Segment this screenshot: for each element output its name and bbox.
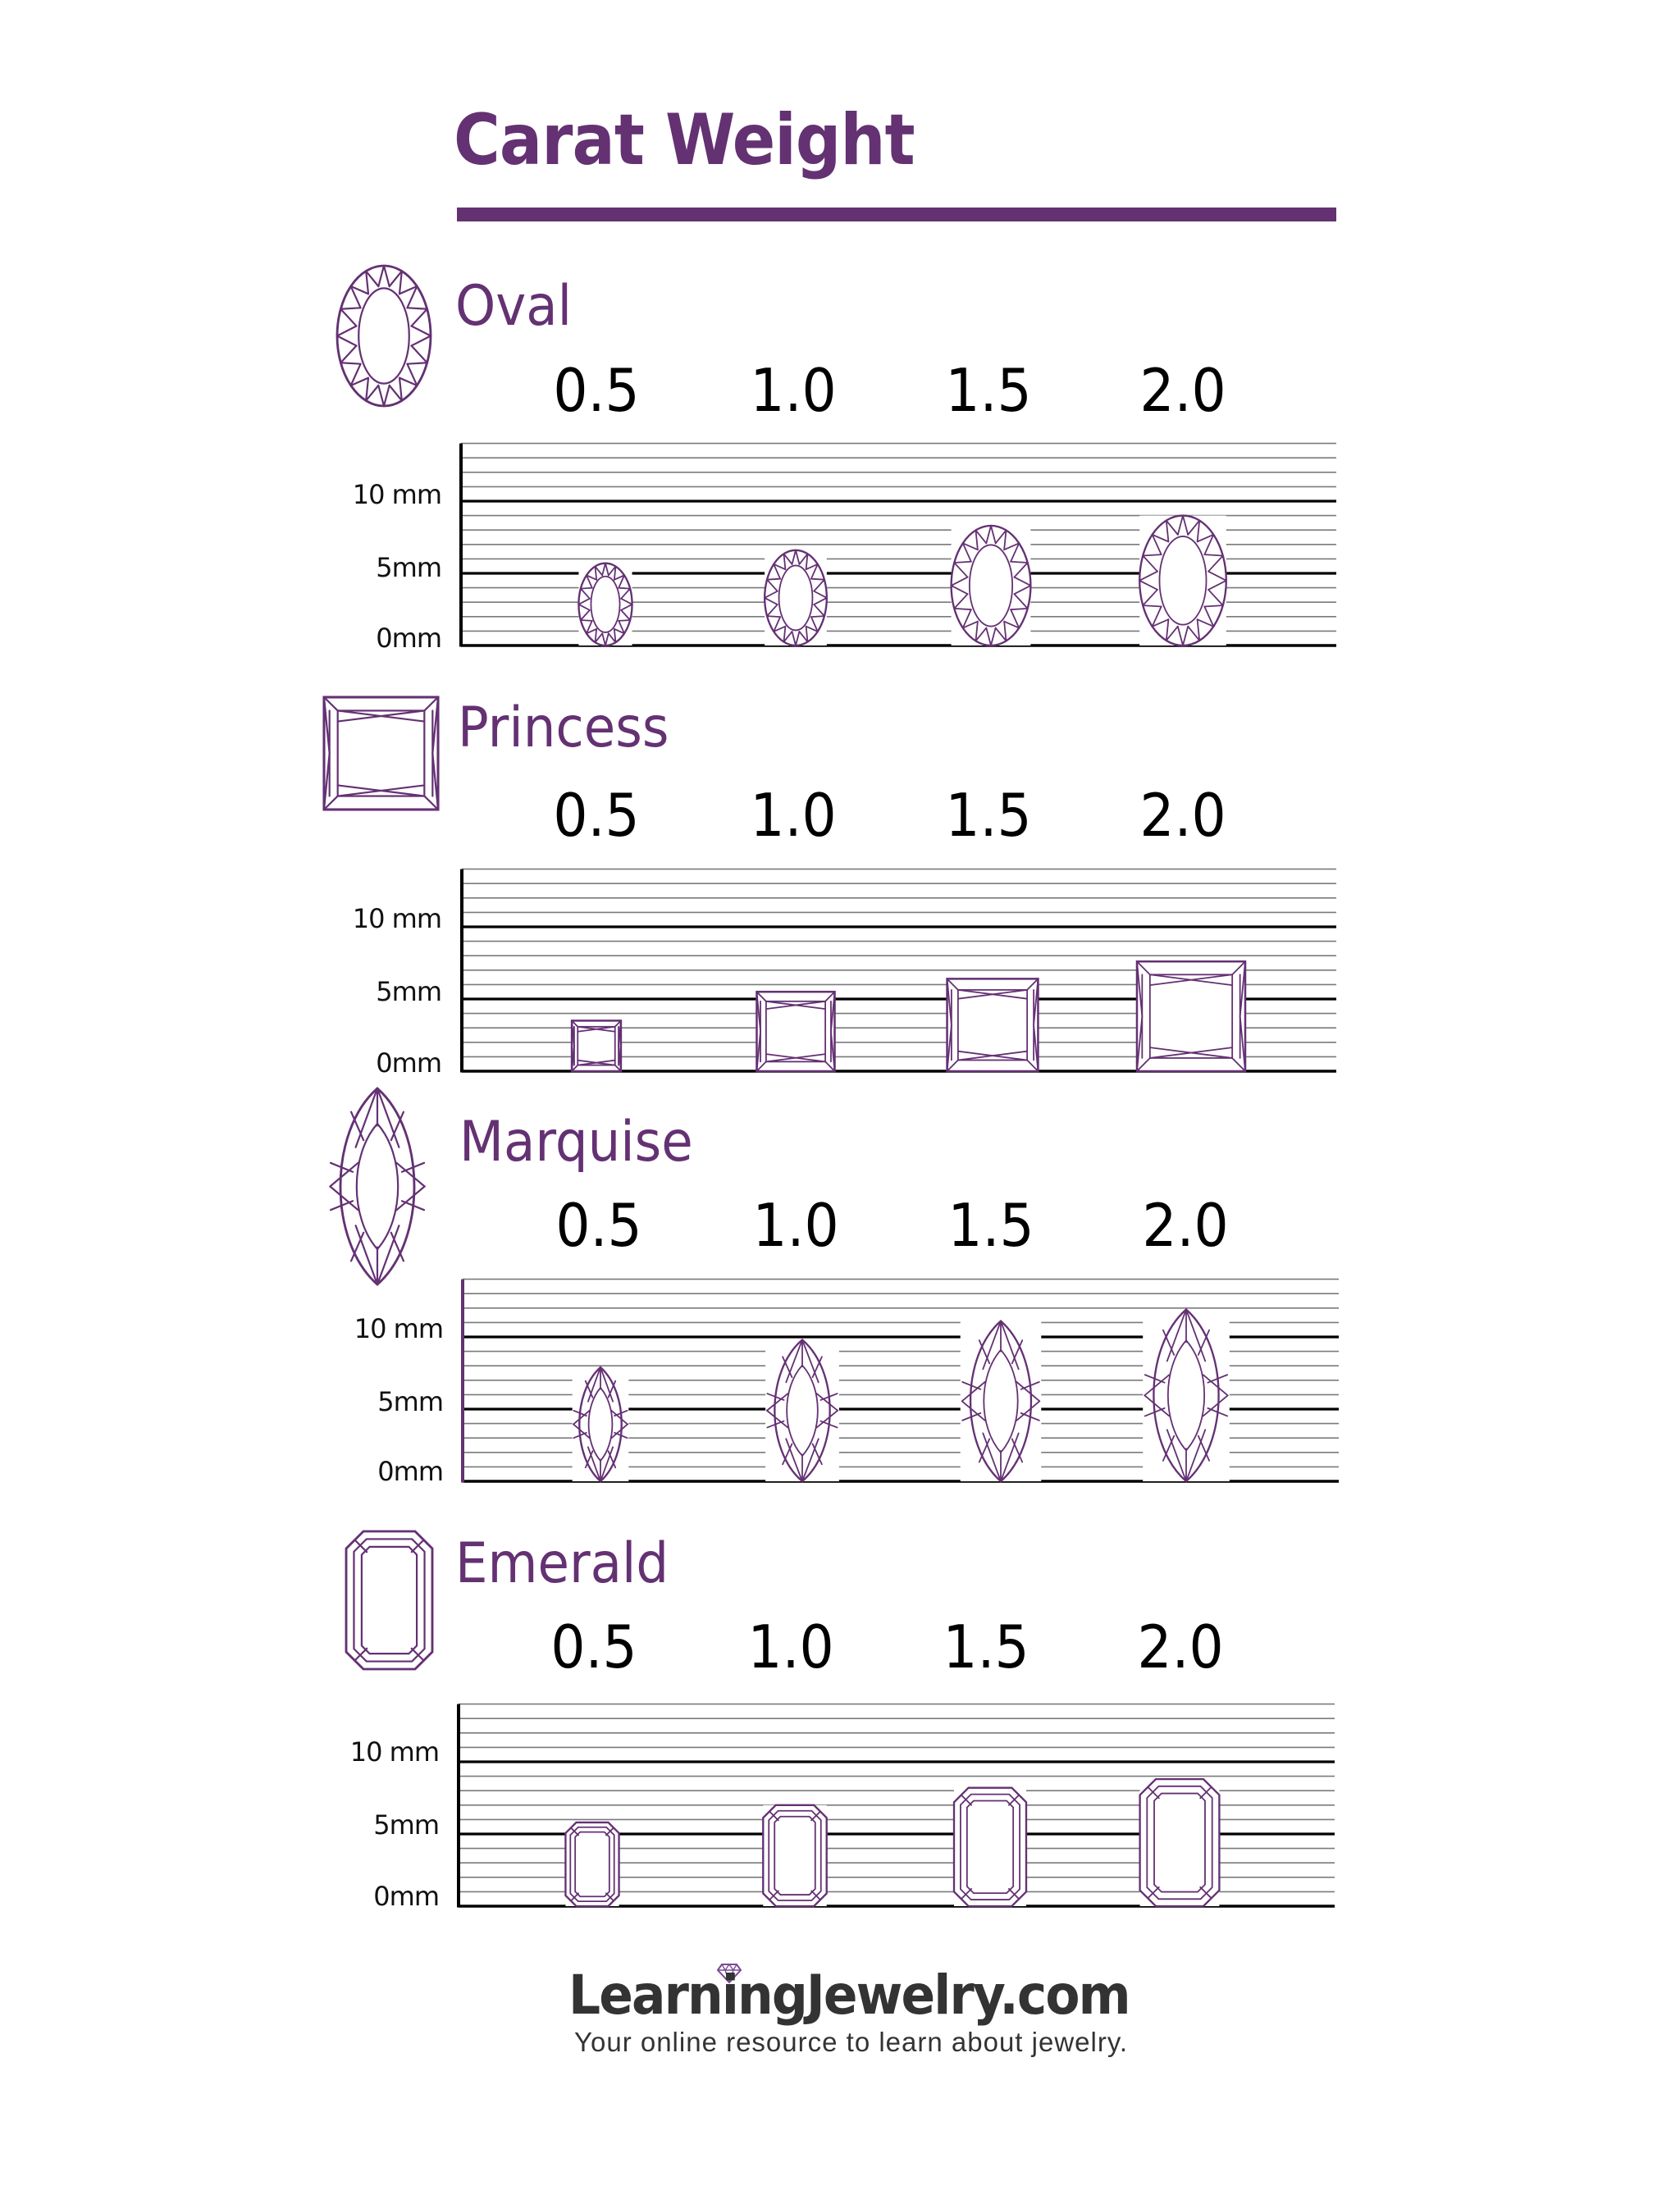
carat-label-1-0: 1.0 <box>752 1191 839 1260</box>
axis-label-0mm: 0mm <box>377 1456 444 1487</box>
axis-label-10mm: 10 mm <box>352 479 442 510</box>
gem-marquise-1.5 <box>960 1320 1042 1483</box>
oval-gem-icon <box>336 264 432 408</box>
carat-label-0-5: 0.5 <box>553 781 640 850</box>
gem-emerald-2.0 <box>1139 1777 1221 1908</box>
carat-label-0-5: 0.5 <box>550 1613 637 1681</box>
section-title-princess: Princess <box>458 696 669 760</box>
gem-oval-0.5 <box>578 562 633 647</box>
axis-label-0mm: 0mm <box>376 1047 442 1079</box>
gem-emerald-1.0 <box>762 1804 828 1908</box>
gem-princess-0.5 <box>570 1020 623 1073</box>
carat-label-1-5: 1.5 <box>945 356 1032 425</box>
axis-label-10mm: 10 mm <box>349 1736 440 1768</box>
gem-princess-2.0 <box>1135 960 1247 1073</box>
gem-marquise-2.0 <box>1143 1308 1230 1483</box>
carat-label-2-0: 2.0 <box>1137 1613 1224 1681</box>
carat-label-1-0: 1.0 <box>747 1613 834 1681</box>
carat-label-2-0: 2.0 <box>1142 1191 1229 1260</box>
axis-label-0mm: 0mm <box>373 1881 440 1912</box>
carat-label-1-0: 1.0 <box>750 781 837 850</box>
carat-label-2-0: 2.0 <box>1139 356 1226 425</box>
site-tagline: Your online resource to learn about jewe… <box>574 2027 1129 2057</box>
gem-oval-1.5 <box>950 524 1032 647</box>
title-divider <box>457 208 1336 221</box>
gem-emerald-1.5 <box>952 1786 1028 1908</box>
axis-label-10mm: 10 mm <box>352 903 442 934</box>
site-logo[interactable]: LearningJewelry.com <box>568 1964 1131 2027</box>
gem-oval-2.0 <box>1139 514 1227 647</box>
section-title-oval: Oval <box>455 274 572 339</box>
gem-marquise-0.5 <box>572 1366 629 1483</box>
carat-label-1-5: 1.5 <box>943 1613 1029 1681</box>
axis-label-10mm: 10 mm <box>354 1313 444 1344</box>
axis-label-5mm: 5mm <box>376 976 442 1007</box>
axis-label-5mm: 5mm <box>376 552 442 583</box>
princess-gem-icon <box>322 696 440 811</box>
gem-emerald-0.5 <box>564 1821 620 1908</box>
carat-label-1-5: 1.5 <box>947 1191 1034 1260</box>
carat-label-1-5: 1.5 <box>945 781 1032 850</box>
gem-oval-1.0 <box>763 549 829 647</box>
carat-label-0-5: 0.5 <box>553 356 640 425</box>
diamond-icon <box>717 1964 742 1983</box>
page-title: Carat Weight <box>454 99 915 181</box>
section-title-emerald: Emerald <box>455 1531 669 1596</box>
section-title-marquise: Marquise <box>459 1110 693 1175</box>
gem-princess-1.0 <box>756 990 836 1073</box>
carat-label-2-0: 2.0 <box>1139 781 1226 850</box>
emerald-gem-icon <box>345 1530 434 1671</box>
gem-marquise-1.0 <box>765 1338 839 1483</box>
gem-princess-1.5 <box>946 978 1039 1073</box>
axis-label-5mm: 5mm <box>373 1809 440 1841</box>
carat-label-0-5: 0.5 <box>555 1191 642 1260</box>
axis-label-5mm: 5mm <box>377 1386 444 1417</box>
marquise-gem-icon <box>329 1087 426 1286</box>
axis-label-0mm: 0mm <box>376 623 442 654</box>
carat-label-1-0: 1.0 <box>750 356 837 425</box>
